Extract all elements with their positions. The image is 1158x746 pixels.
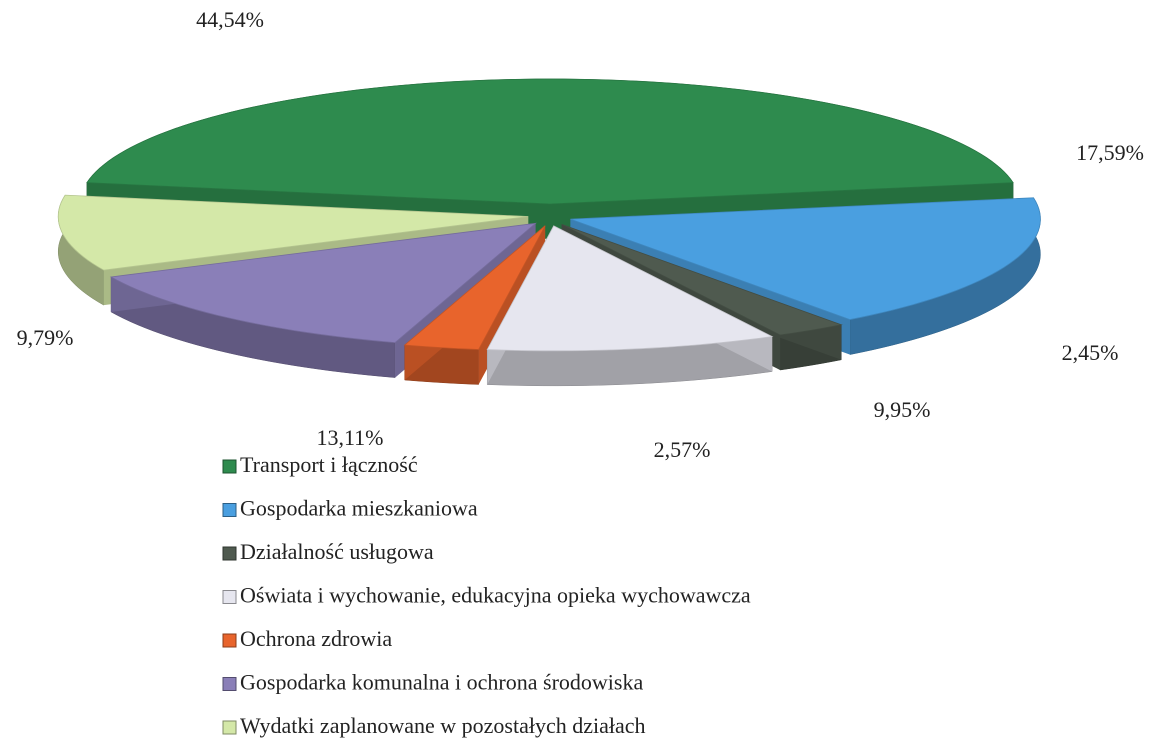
legend-label: Gospodarka komunalna i ochrona środowisk… [240, 670, 643, 695]
data-label: 2,57% [654, 437, 711, 462]
legend-swatch [222, 459, 237, 474]
slice [403, 225, 546, 350]
data-label: 13,11% [316, 425, 383, 450]
legend-swatch [222, 677, 237, 691]
data-label: 9,95% [874, 397, 931, 422]
legend-label: Wydatki zaplanowane w pozostałych działa… [240, 713, 646, 738]
legend-swatch [222, 720, 237, 735]
legend-label: Transport i łączność [240, 452, 418, 477]
legend-label: Ochrona zdrowia [240, 626, 392, 651]
slice [57, 194, 529, 271]
legend-swatch [222, 633, 237, 648]
data-label: 44,54% [196, 7, 264, 32]
data-label: 9,79% [17, 325, 74, 350]
legend-label: Gospodarka mieszkaniowa [240, 496, 478, 521]
slice [109, 222, 537, 344]
slice [86, 78, 1014, 205]
legend-swatch [222, 590, 237, 604]
legend-swatch [222, 503, 237, 517]
slice [570, 197, 1041, 320]
slice [486, 225, 774, 352]
data-label: 17,59% [1076, 140, 1144, 165]
data-label: 2,45% [1062, 340, 1119, 365]
slice [561, 223, 843, 336]
legend-swatch [222, 546, 237, 561]
legend-label: Oświata i wychowanie, edukacyjna opieka … [240, 583, 751, 608]
legend-label: Działalność usługowa [240, 539, 434, 564]
